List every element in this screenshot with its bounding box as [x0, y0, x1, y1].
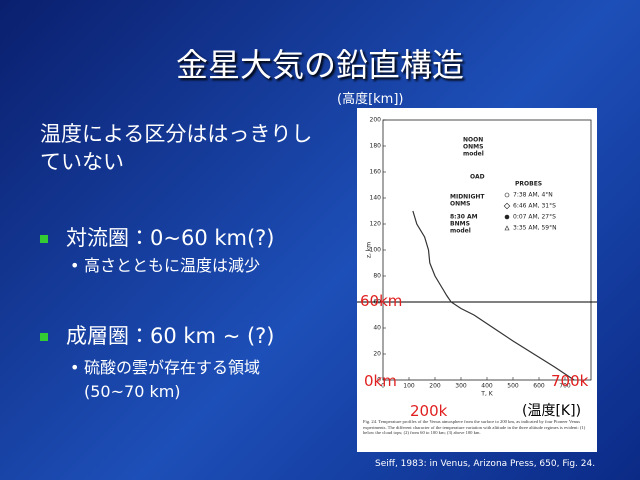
y-tick-label: 200	[370, 117, 382, 124]
legend-title: PROBES	[515, 181, 542, 188]
model-label: BNMS	[450, 221, 470, 228]
y-tick-label: 160	[370, 169, 382, 176]
legend-label: 3:35 AM, 59°N	[513, 225, 557, 232]
annotation: 0km	[364, 372, 397, 390]
bullet: 対流圏：0~60 km(?)	[40, 222, 275, 252]
x-tick-label: 100	[403, 383, 415, 390]
y-tick-label: 40	[373, 325, 381, 332]
annotation: 60km	[360, 292, 403, 310]
y-axis-label: z, km	[366, 242, 373, 258]
temperature-unit: (温度[K])	[520, 400, 584, 420]
y-tick-label: 120	[370, 221, 382, 228]
credit: Seiff, 1983: in Venus, Arizona Press, 65…	[375, 459, 596, 469]
annotation: 200k	[410, 402, 448, 420]
legend-label: 0:07 AM, 27°S	[513, 214, 556, 221]
y-tick-label: 20	[373, 351, 381, 358]
legend-marker	[503, 202, 511, 210]
model-label: model	[450, 228, 471, 235]
model-label: 8:30 AM	[450, 214, 478, 221]
legend-label: 7:38 AM, 4°N	[513, 192, 553, 199]
annotation: 700k	[551, 372, 589, 390]
model-label: ONMS	[450, 201, 470, 208]
model-label: NOON	[463, 137, 483, 144]
sub-bullet-text: 硫酸の雲が存在する領域(50~70 km)	[84, 358, 261, 401]
sub-bullet: 高さとともに温度は減少	[70, 254, 310, 278]
y-tick-label: 180	[370, 143, 382, 150]
sub-bullet-text: 高さとともに温度は減少	[84, 256, 261, 275]
x-tick-label: 500	[507, 383, 519, 390]
x-axis-label: T, K	[480, 391, 493, 398]
altitude-unit: (高度[km])	[337, 92, 404, 107]
model-label: MIDNIGHT	[450, 194, 485, 201]
x-tick-label: 700	[559, 383, 571, 390]
x-tick-label: 600	[533, 383, 545, 390]
sub-bullet: 硫酸の雲が存在する領域(50~70 km)	[70, 356, 310, 404]
plot-frame	[382, 119, 592, 381]
intro-text: 温度による区分ははっきりしていない	[40, 122, 313, 174]
x-tick-label: 300	[455, 383, 467, 390]
figure-background	[357, 108, 597, 452]
model-label: OAD	[470, 174, 485, 181]
x-tick-label: 200	[429, 383, 441, 390]
y-tick-label: 0	[377, 377, 381, 384]
y-tick-label: 80	[373, 273, 381, 280]
legend-marker	[504, 225, 510, 231]
legend-label: 6:46 AM, 31°S	[513, 203, 556, 210]
figure-caption: Fig. 24. Temperature profiles of the Ven…	[363, 419, 586, 435]
profile-line	[412, 210, 575, 381]
bullet: 成層圏：60 km ~ (?)	[40, 320, 275, 350]
x-tick-label: 0	[381, 383, 385, 390]
legend-marker	[504, 214, 510, 220]
model-label: model	[463, 151, 484, 158]
y-tick-label: 100	[370, 247, 382, 254]
y-tick-label: 140	[370, 195, 382, 202]
slide-title: 金星大気の鉛直構造	[175, 46, 464, 84]
x-tick-label: 400	[481, 383, 493, 390]
model-label: ONMS	[463, 144, 483, 151]
legend-marker	[504, 192, 510, 198]
